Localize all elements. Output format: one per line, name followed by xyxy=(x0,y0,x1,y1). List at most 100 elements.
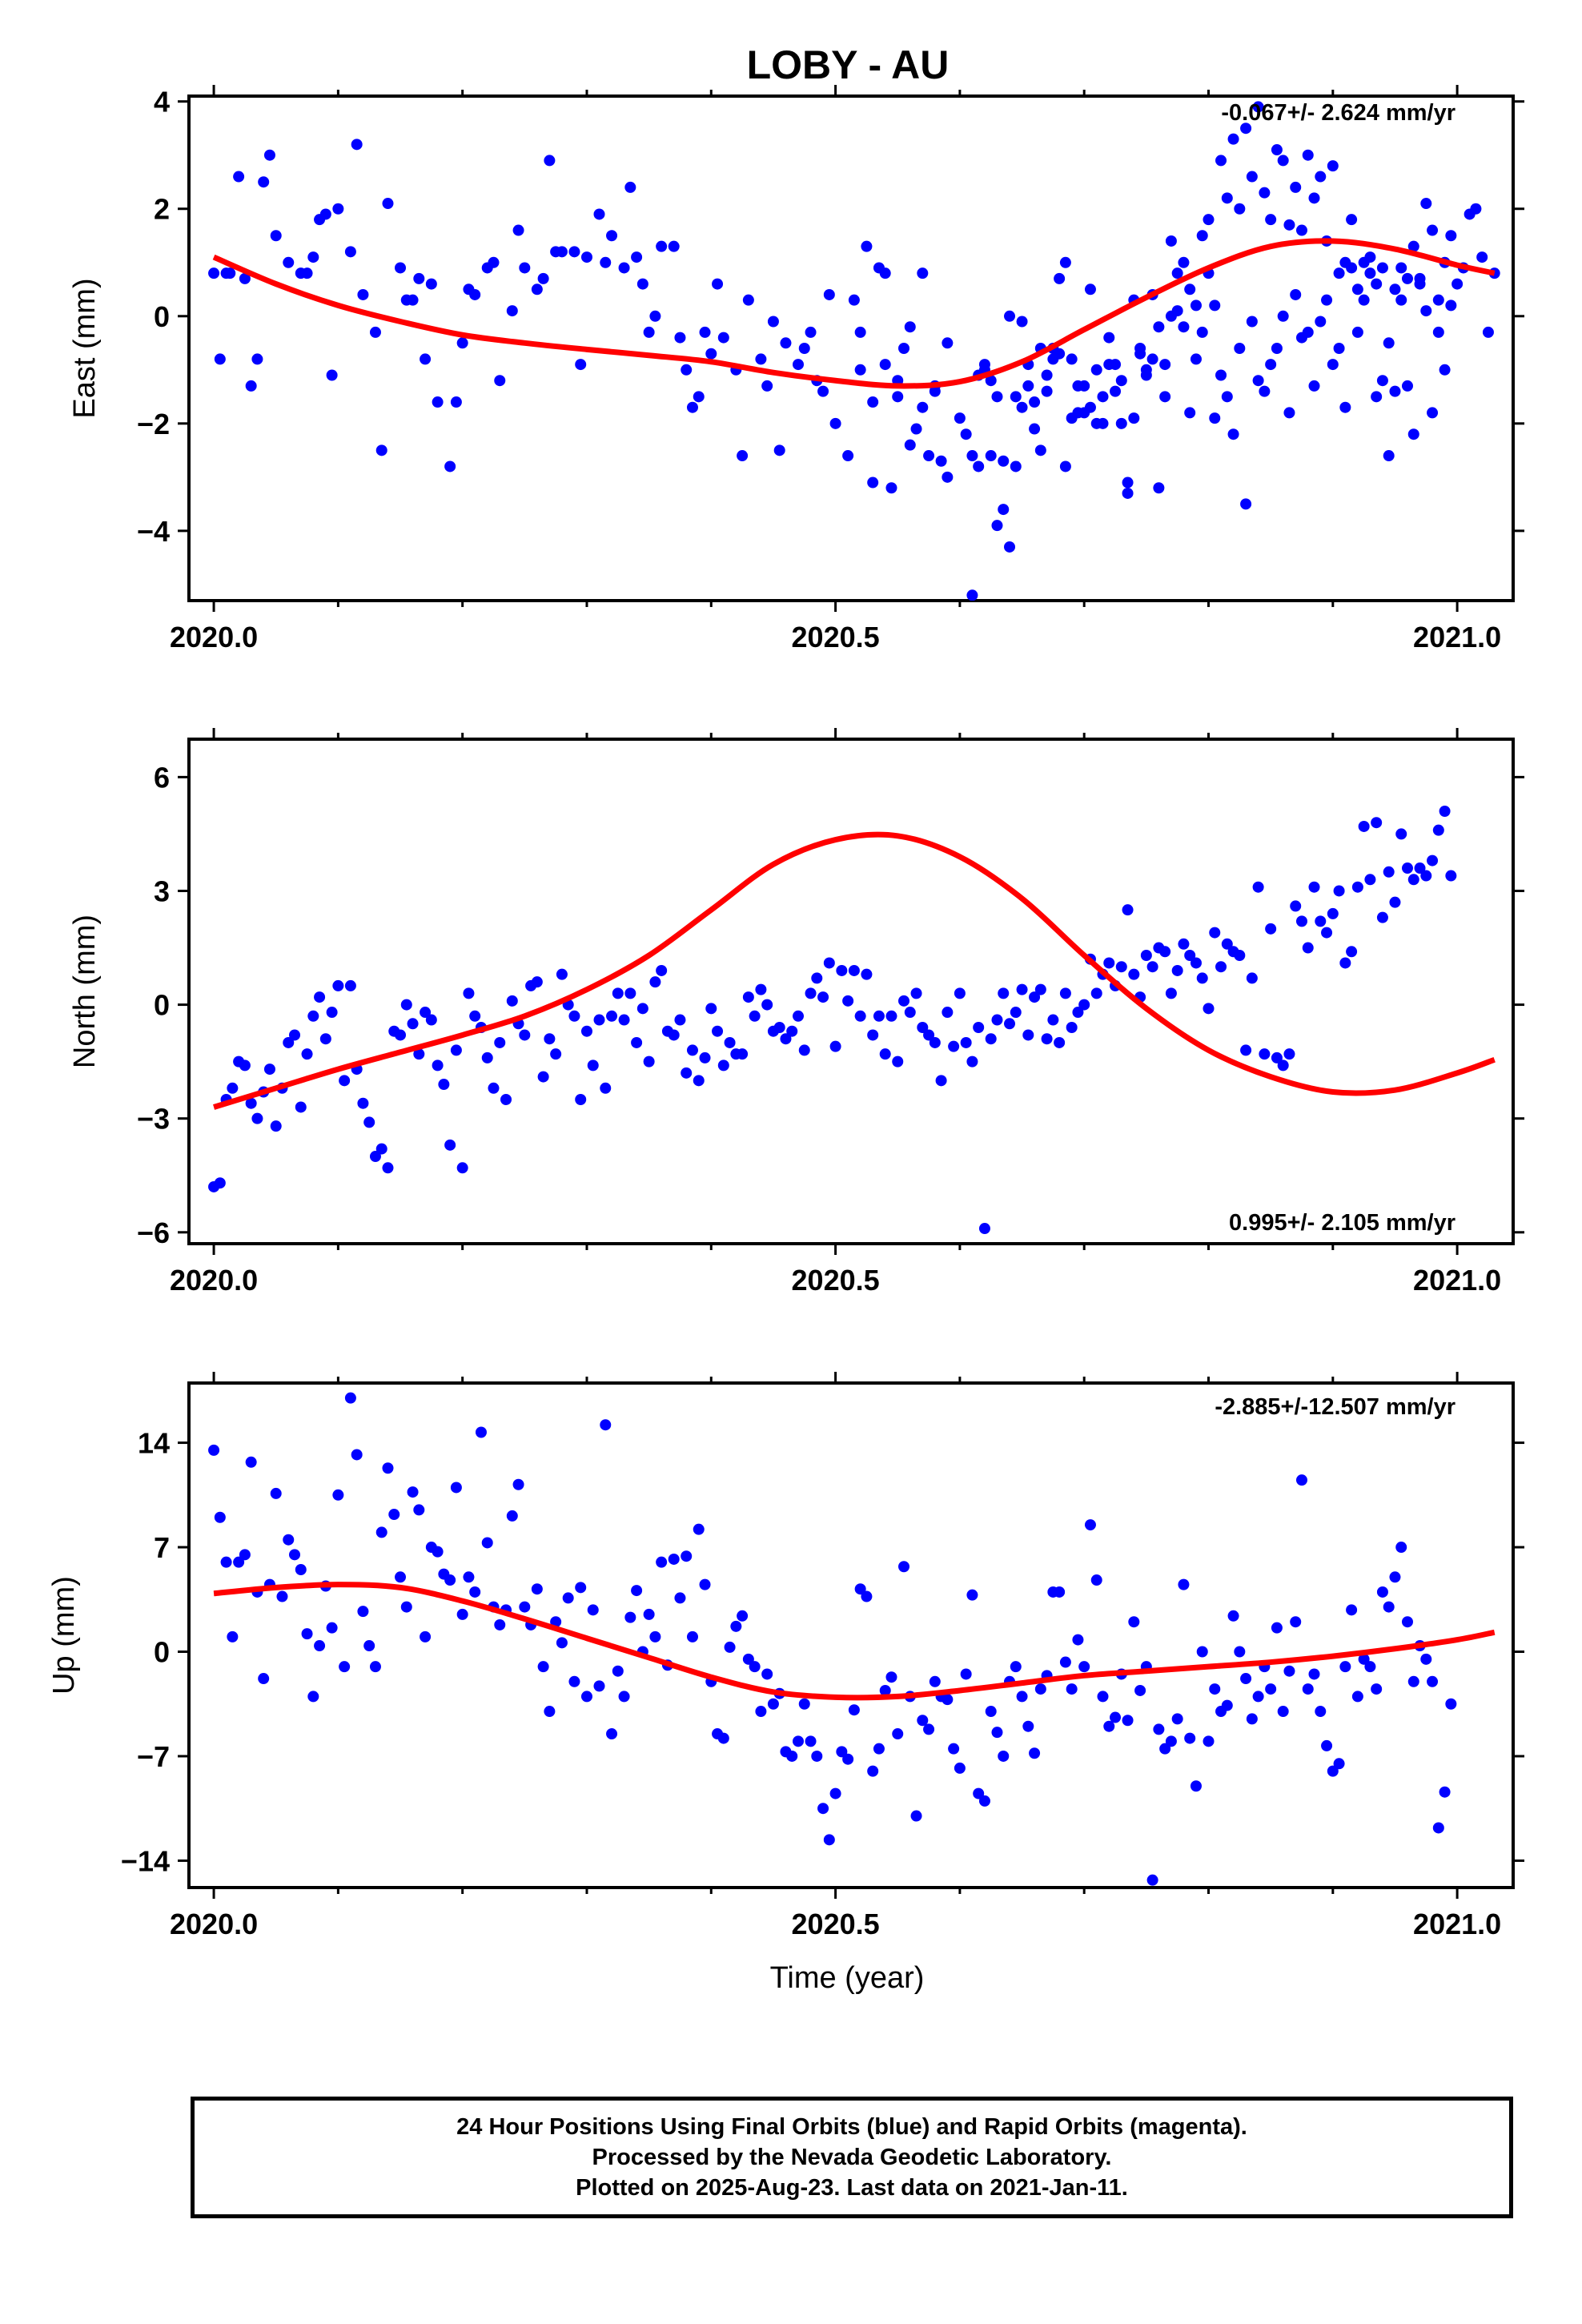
data-point xyxy=(1414,278,1426,290)
y-tick-label: 6 xyxy=(154,761,170,794)
data-point xyxy=(344,246,356,258)
data-point xyxy=(326,1622,338,1634)
data-point xyxy=(450,396,462,408)
data-point xyxy=(885,1671,897,1683)
data-point xyxy=(792,1010,804,1022)
data-point xyxy=(1029,1747,1041,1759)
data-point xyxy=(444,460,456,472)
data-point xyxy=(1171,305,1183,317)
data-points xyxy=(208,806,1457,1235)
data-point xyxy=(1004,1018,1016,1030)
data-point xyxy=(326,1007,338,1019)
data-point xyxy=(1283,1665,1295,1677)
data-point xyxy=(681,364,693,376)
data-point xyxy=(1246,171,1258,183)
data-point xyxy=(1420,870,1432,882)
data-point xyxy=(568,1010,580,1022)
data-point xyxy=(842,450,854,462)
data-point xyxy=(954,1762,966,1774)
data-point xyxy=(357,1097,369,1109)
data-point xyxy=(1178,321,1190,333)
data-point xyxy=(693,1075,705,1087)
data-point xyxy=(942,337,954,349)
data-point xyxy=(1259,385,1271,397)
data-point xyxy=(885,482,897,494)
data-point xyxy=(1395,262,1407,274)
data-point xyxy=(283,1036,295,1048)
data-point xyxy=(854,364,866,376)
data-point xyxy=(556,246,568,258)
data-point xyxy=(1078,1661,1090,1673)
data-point xyxy=(239,272,251,284)
data-point xyxy=(1034,983,1046,995)
data-point xyxy=(1016,401,1028,413)
data-point xyxy=(1376,262,1388,274)
data-point xyxy=(1115,417,1127,429)
data-point xyxy=(1321,1739,1333,1751)
data-point xyxy=(500,1094,512,1105)
data-point xyxy=(1209,927,1221,939)
data-point xyxy=(699,1578,711,1590)
data-point xyxy=(227,1630,239,1642)
data-point xyxy=(1290,288,1302,300)
data-point xyxy=(724,1641,736,1653)
data-point xyxy=(1159,946,1171,958)
data-point xyxy=(1283,219,1295,231)
data-point xyxy=(867,396,879,408)
data-point xyxy=(395,1571,407,1583)
data-point xyxy=(991,520,1003,532)
data-point xyxy=(823,957,835,969)
data-point xyxy=(531,283,543,296)
data-point xyxy=(1265,1683,1277,1695)
data-point xyxy=(1252,375,1264,387)
data-point xyxy=(786,1025,798,1037)
x-tick-label: 2020.0 xyxy=(170,1908,258,1940)
data-point xyxy=(612,987,624,999)
data-point xyxy=(606,1010,618,1022)
data-point xyxy=(1358,820,1370,832)
data-point xyxy=(295,1101,307,1113)
data-point xyxy=(823,288,835,300)
data-point xyxy=(1271,144,1283,156)
data-point xyxy=(1439,1786,1451,1798)
x-tick-label: 2020.5 xyxy=(792,1908,880,1940)
chart-title: LOBY - AU xyxy=(747,42,950,87)
data-point xyxy=(917,401,929,413)
data-point xyxy=(1420,305,1432,317)
data-point xyxy=(469,1010,481,1022)
data-point xyxy=(1054,1586,1066,1598)
data-point xyxy=(674,332,686,344)
data-point xyxy=(600,1082,612,1094)
data-point xyxy=(444,1139,456,1151)
data-point xyxy=(1190,957,1202,969)
data-point xyxy=(948,1743,960,1755)
data-point xyxy=(1351,881,1363,893)
data-point xyxy=(1084,1519,1096,1531)
data-point xyxy=(1265,214,1277,226)
data-point xyxy=(1452,278,1464,290)
y-tick-label: −3 xyxy=(137,1103,170,1136)
data-point xyxy=(1327,1765,1339,1777)
data-point xyxy=(811,1750,823,1762)
data-point xyxy=(1302,326,1314,338)
data-point xyxy=(1308,881,1320,893)
data-point xyxy=(1277,310,1289,322)
data-point xyxy=(1140,364,1152,376)
data-point xyxy=(1090,364,1102,376)
data-point xyxy=(456,1608,468,1620)
data-point xyxy=(1115,375,1127,387)
data-point xyxy=(960,428,972,440)
data-point xyxy=(1290,900,1302,912)
data-point xyxy=(867,1029,879,1041)
data-point xyxy=(767,1698,779,1710)
data-point xyxy=(767,316,779,328)
data-point xyxy=(699,326,711,338)
data-point xyxy=(1407,1675,1419,1687)
data-point xyxy=(985,450,997,462)
data-point xyxy=(593,1680,605,1692)
data-point xyxy=(537,1661,549,1673)
data-point xyxy=(761,999,773,1011)
data-point xyxy=(892,1728,904,1740)
data-point xyxy=(1407,428,1419,440)
data-point xyxy=(717,1059,729,1072)
